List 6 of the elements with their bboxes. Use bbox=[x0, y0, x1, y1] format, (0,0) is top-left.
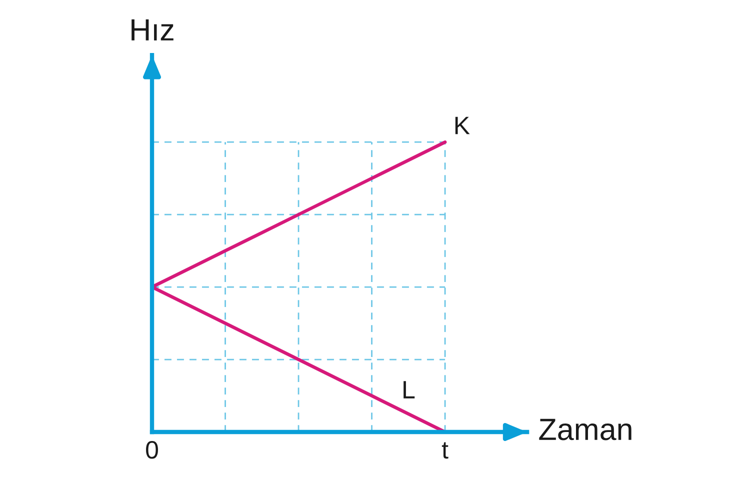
x-tick-label: t bbox=[442, 442, 448, 459]
y-axis-title: Hız bbox=[132, 19, 174, 40]
series-label: L bbox=[404, 381, 415, 398]
x-axis-title: Zaman bbox=[539, 418, 632, 440]
series-label: K bbox=[455, 116, 470, 134]
x-tick-label: 0 bbox=[146, 441, 158, 459]
